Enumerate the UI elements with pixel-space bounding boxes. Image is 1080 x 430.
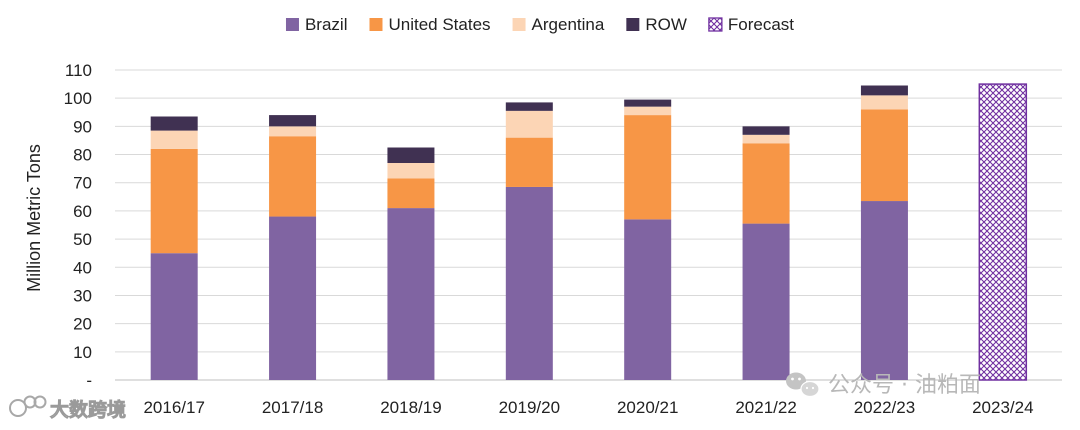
legend-label: ROW xyxy=(645,15,687,34)
bar-argentina-2017-18 xyxy=(269,126,317,137)
legend-label: Brazil xyxy=(305,15,348,34)
bar-row-2018-19 xyxy=(387,147,435,163)
watermark-left: 大数跨境 xyxy=(9,395,126,421)
bar-brazil-2020-21 xyxy=(624,219,672,380)
y-tick-label: 50 xyxy=(73,230,92,249)
bar-united-states-2022-23 xyxy=(860,109,908,202)
watermark-left-text: 大数跨境 xyxy=(50,398,126,421)
x-tick-label: 2019/20 xyxy=(499,398,560,417)
bar-brazil-2019-20 xyxy=(505,186,553,380)
wechat-icon xyxy=(786,372,820,398)
bar-row-2017-18 xyxy=(269,115,317,127)
x-tick-label: 2018/19 xyxy=(380,398,441,417)
legend-item-forecast: Forecast xyxy=(708,15,794,34)
bar-united-states-2018-19 xyxy=(387,178,435,209)
legend-swatch xyxy=(626,18,640,31)
bar-united-states-2016-17 xyxy=(150,148,198,254)
legend: Brazil United States Argentina ROW Forecast xyxy=(285,15,794,34)
bar-united-states-2017-18 xyxy=(269,136,317,217)
bar-united-states-2020-21 xyxy=(624,115,672,220)
y-tick-label: 110 xyxy=(65,61,92,80)
bar-brazil-2022-23 xyxy=(860,201,908,380)
bar-row-2022-23 xyxy=(860,85,908,96)
legend-swatch xyxy=(708,17,723,32)
y-tick-label: 70 xyxy=(73,174,92,193)
x-tick-label: 2017/18 xyxy=(262,398,323,417)
y-tick-label: - xyxy=(86,371,92,390)
legend-swatch xyxy=(285,18,299,31)
y-tick-label: 60 xyxy=(73,202,92,221)
legend-item-brazil: Brazil xyxy=(285,15,348,34)
brand-logo-icon xyxy=(9,395,47,417)
y-tick-label: 40 xyxy=(73,258,92,277)
bar-row-2021-22 xyxy=(742,126,790,135)
bar-argentina-2021-22 xyxy=(742,134,790,144)
bar-argentina-2019-20 xyxy=(505,110,553,138)
x-tick-label: 2020/21 xyxy=(617,398,678,417)
x-tick-label: 2022/23 xyxy=(854,398,915,417)
watermark-right-text: 公众号 · 油粕面 xyxy=(828,373,981,398)
x-axis: 2016/17 2017/18 2018/19 2019/20 2020/21 2021/… xyxy=(143,398,1033,417)
bar-row-2016-17 xyxy=(150,116,198,131)
y-axis: - 10 20 30 40 50 60 70 80 90 100 110 xyxy=(64,61,92,390)
legend-label: United States xyxy=(388,15,490,34)
y-tick-label: 80 xyxy=(73,146,92,165)
y-tick-label: 30 xyxy=(73,286,92,305)
x-tick-label: 2023/24 xyxy=(972,398,1033,417)
y-tick-label: 10 xyxy=(73,343,92,362)
bar-brazil-2021-22 xyxy=(742,223,790,380)
bar-argentina-2020-21 xyxy=(624,106,672,116)
legend-swatch xyxy=(369,18,383,31)
bar-brazil-2018-19 xyxy=(387,208,435,380)
bar-argentina-2016-17 xyxy=(150,130,198,149)
y-axis-label: Million Metric Tons xyxy=(24,144,44,292)
y-tick-label: 20 xyxy=(73,315,92,334)
bars xyxy=(150,83,1028,381)
legend-swatch xyxy=(512,18,526,31)
legend-label: Forecast xyxy=(728,15,794,34)
bar-brazil-2017-18 xyxy=(269,216,317,380)
legend-item-argentina: Argentina xyxy=(512,15,605,34)
watermark-right: 公众号 · 油粕面 xyxy=(786,372,981,398)
y-tick-label: 90 xyxy=(73,117,92,136)
bar-forecast-2023-24 xyxy=(978,83,1028,381)
bar-united-states-2021-22 xyxy=(742,143,790,224)
x-tick-label: 2016/17 xyxy=(143,398,204,417)
bar-brazil-2016-17 xyxy=(150,253,198,380)
bar-argentina-2022-23 xyxy=(860,95,908,110)
y-tick-label: 100 xyxy=(64,89,92,108)
legend-item-united-states: United States xyxy=(369,15,491,34)
x-tick-label: 2021/22 xyxy=(735,398,796,417)
gridlines xyxy=(115,69,1062,381)
legend-item-row: ROW xyxy=(626,15,687,34)
bar-row-2020-21 xyxy=(624,99,672,107)
bar-argentina-2018-19 xyxy=(387,163,435,179)
bar-united-states-2019-20 xyxy=(505,137,553,187)
legend-label: Argentina xyxy=(532,15,605,34)
bar-row-2019-20 xyxy=(505,102,553,111)
